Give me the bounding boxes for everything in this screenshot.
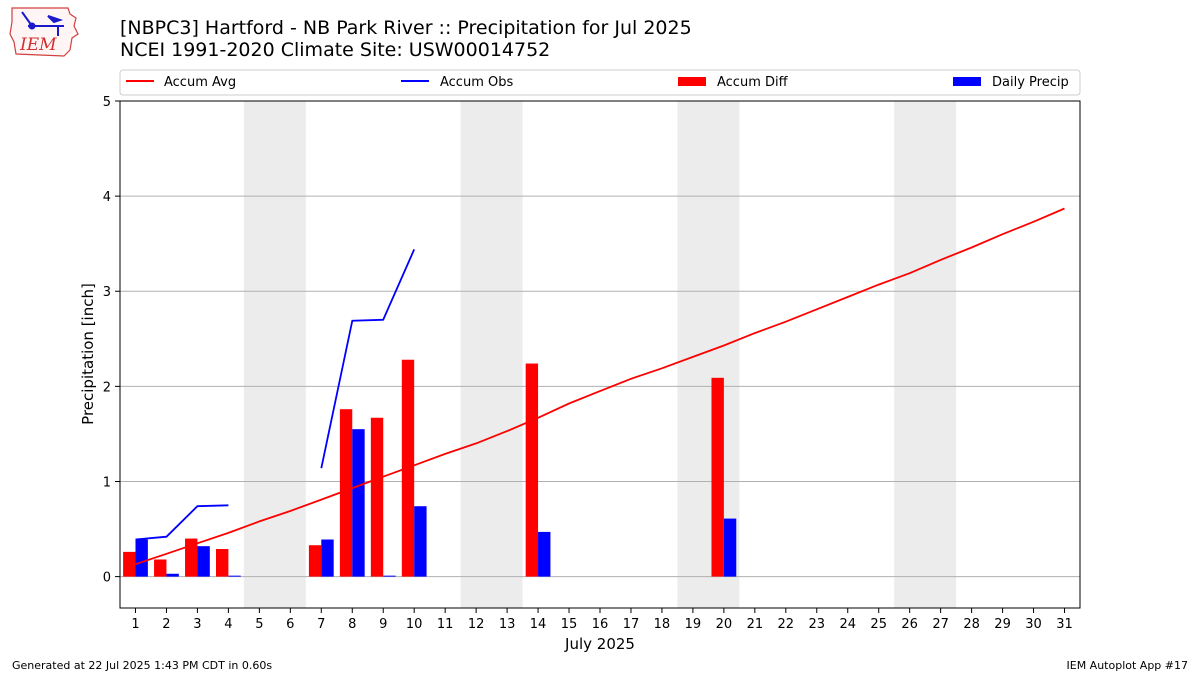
daily-precip-bar-day-1 (135, 539, 148, 577)
x-tick-label-1: 1 (131, 617, 139, 632)
x-tick-label-24: 24 (839, 617, 856, 632)
x-tick-label-30: 30 (1025, 617, 1042, 632)
accum-diff-bar-day-20 (711, 377, 724, 577)
x-tick-label-16: 16 (592, 617, 609, 632)
x-axis: 1 2 3 4 5 6 7 8 9 10 11 12 13 14 15 16 17 18 19 20 21 22 23 24 2… (131, 608, 1073, 632)
x-tick-label-8: 8 (348, 617, 356, 632)
legend-frame (119, 69, 1081, 96)
y-axis: 0 1 2 3 4 5 (103, 95, 120, 586)
legend-daily-precip-swatch (953, 77, 981, 86)
accum-obs-line-segment-1 (135, 504, 229, 541)
x-tick-label-6: 6 (286, 617, 294, 632)
y-tick-label-1: 1 (103, 475, 111, 490)
x-axis-label: July 2025 (564, 635, 635, 653)
x-tick-label-15: 15 (561, 617, 578, 632)
iem-logo: IEM (9, 7, 79, 57)
accum-diff-bar-day-8 (339, 409, 353, 577)
x-tick-label-3: 3 (193, 617, 201, 632)
y-tick-label-4: 4 (103, 190, 111, 205)
x-tick-label-29: 29 (994, 617, 1011, 632)
x-tick-label-11: 11 (437, 617, 454, 632)
weekend-band-26-27 (894, 101, 957, 608)
accum-avg-line (135, 207, 1065, 566)
weekend-band-12-13 (460, 101, 523, 608)
x-tick-label-18: 18 (654, 617, 671, 632)
daily-precip-bar-day-4 (228, 575, 241, 577)
x-tick-label-23: 23 (809, 617, 826, 632)
y-tick-label-2: 2 (103, 380, 111, 395)
x-tick-label-4: 4 (224, 617, 232, 632)
x-tick-label-13: 13 (499, 617, 516, 632)
x-tick-label-22: 22 (778, 617, 795, 632)
footer-generated: Generated at 22 Jul 2025 1:43 PM CDT in … (12, 659, 273, 672)
x-tick-label-10: 10 (406, 617, 423, 632)
x-tick-label-17: 17 (623, 617, 640, 632)
accum-diff-bar-day-3 (185, 538, 198, 577)
legend-daily-precip-label: Daily Precip (992, 75, 1069, 90)
y-axis-label: Precipitation [inch] (79, 283, 97, 425)
accum-obs-line-segment-2 (320, 249, 416, 469)
daily-precip-bar-day-3 (197, 546, 210, 577)
x-tick-label-27: 27 (932, 617, 949, 632)
grid-lines (120, 195, 1080, 578)
accum-diff-bar-day-4 (216, 549, 229, 577)
x-tick-label-26: 26 (901, 617, 918, 632)
y-tick-label-3: 3 (103, 285, 111, 300)
accum-diff-bar-day-9 (370, 417, 384, 577)
x-tick-label-21: 21 (747, 617, 764, 632)
accum-diff-bar-day-7 (308, 545, 322, 577)
daily-precip-bar-day-14 (538, 531, 551, 577)
x-tick-label-5: 5 (255, 617, 263, 632)
weather-station-icon (21, 11, 64, 36)
x-tick-label-7: 7 (317, 617, 325, 632)
accum-diff-bar-day-2 (154, 559, 167, 577)
chart-subtitle: NCEI 1991-2020 Climate Site: USW00014752 (120, 39, 551, 61)
footer-app: IEM Autoplot App #17 (1066, 659, 1189, 672)
x-tick-label-25: 25 (870, 617, 887, 632)
daily-precip-bar-day-10 (414, 506, 427, 577)
weekend-band-5-6 (243, 101, 306, 608)
daily-precip-bar-day-20 (723, 518, 737, 577)
daily-precip-bar-day-2 (166, 573, 179, 577)
lines (135, 207, 1065, 566)
legend: Accum Avg Accum Obs Accum Diff Daily Pre… (119, 69, 1081, 96)
legend-accum-avg-label: Accum Avg (164, 75, 236, 90)
y-tick-label-0: 0 (103, 571, 111, 586)
daily-precip-bar-day-8 (352, 429, 365, 577)
legend-accum-diff-swatch (678, 77, 706, 86)
accum-diff-bar-day-14 (525, 363, 539, 577)
x-tick-label-19: 19 (685, 617, 702, 632)
x-tick-label-14: 14 (530, 617, 547, 632)
x-tick-label-12: 12 (468, 617, 485, 632)
accum-diff-bar-day-1 (123, 551, 136, 577)
chart-title: [NBPC3] Hartford - NB Park River :: Prec… (120, 17, 692, 39)
x-tick-label-31: 31 (1056, 617, 1073, 632)
x-tick-label-20: 20 (716, 617, 733, 632)
x-tick-label-9: 9 (379, 617, 387, 632)
legend-accum-obs-label: Accum Obs (440, 75, 513, 90)
daily-precip-bar-day-9 (383, 575, 396, 577)
x-tick-label-28: 28 (963, 617, 980, 632)
legend-accum-diff-label: Accum Diff (717, 75, 789, 90)
logo-text: IEM (19, 35, 57, 55)
x-tick-label-2: 2 (162, 617, 170, 632)
daily-precip-bar-day-7 (321, 539, 334, 577)
bars (123, 359, 737, 577)
y-tick-label-5: 5 (103, 95, 111, 110)
